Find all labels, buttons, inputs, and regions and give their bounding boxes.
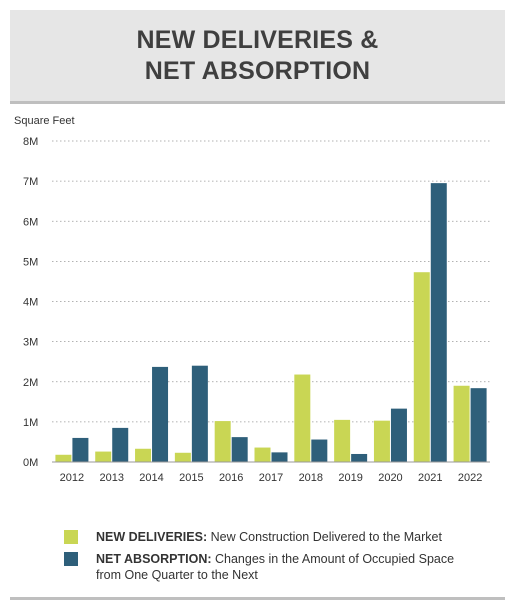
- bar-deliveries-2022: [453, 385, 470, 462]
- x-tick-label: 2014: [139, 472, 163, 484]
- bar-deliveries-2018: [294, 374, 311, 462]
- legend-item-absorption: NET ABSORPTION: Changes in the Amount of…: [64, 551, 494, 583]
- legend-swatch-deliveries: [64, 530, 78, 544]
- bar-absorption-2022: [470, 388, 487, 462]
- bar-absorption-2020: [390, 408, 407, 462]
- legend-text-absorption-2: from One Quarter to the Next: [96, 568, 258, 582]
- bar-deliveries-2015: [174, 452, 191, 462]
- bar-deliveries-2012: [55, 454, 72, 462]
- bar-deliveries-2014: [135, 448, 152, 462]
- legend-key-absorption: NET ABSORPTION:: [96, 552, 212, 566]
- bar-deliveries-2017: [254, 447, 271, 462]
- y-tick-label: 1M: [23, 417, 38, 429]
- x-tick-label: 2013: [99, 472, 123, 484]
- legend-swatch-absorption: [64, 552, 78, 566]
- bottom-divider: [10, 597, 505, 600]
- x-tick-label: 2016: [219, 472, 243, 484]
- x-tick-label: 2021: [418, 472, 442, 484]
- bar-absorption-2021: [430, 183, 447, 462]
- bar-absorption-2018: [311, 439, 328, 462]
- bar-absorption-2015: [191, 365, 208, 462]
- x-tick-label: 2012: [60, 472, 84, 484]
- chart-legend: NEW DELIVERIES: New Construction Deliver…: [64, 529, 494, 589]
- x-tick-label: 2019: [338, 472, 362, 484]
- y-tick-label: 2M: [23, 377, 38, 389]
- y-tick-label: 6M: [23, 216, 38, 228]
- bar-deliveries-2019: [334, 419, 351, 462]
- bar-deliveries-2013: [95, 451, 112, 462]
- bar-absorption-2016: [231, 437, 248, 462]
- bar-absorption-2017: [271, 452, 288, 462]
- y-axis-label: Square Feet: [14, 115, 75, 127]
- y-tick-label: 5M: [23, 256, 38, 268]
- y-tick-label: 0M: [23, 457, 38, 469]
- x-tick-label: 2022: [458, 472, 482, 484]
- y-tick-label: 8M: [23, 136, 38, 148]
- bar-deliveries-2021: [413, 272, 430, 462]
- legend-text-absorption: Changes in the Amount of Occupied Space: [215, 552, 455, 566]
- bar-deliveries-2016: [214, 421, 231, 462]
- bar-absorption-2019: [351, 453, 368, 462]
- y-tick-label: 4M: [23, 297, 38, 309]
- top-divider: [10, 101, 505, 104]
- x-tick-label: 2020: [378, 472, 402, 484]
- y-tick-label: 3M: [23, 337, 38, 349]
- x-tick-label: 2015: [179, 472, 203, 484]
- bar-absorption-2013: [112, 427, 129, 462]
- legend-key-deliveries: NEW DELIVERIES:: [96, 530, 208, 544]
- chart-title-line-2: NET ABSORPTION: [144, 56, 371, 85]
- legend-item-deliveries: NEW DELIVERIES: New Construction Deliver…: [64, 529, 494, 545]
- chart-title-line-1: NEW DELIVERIES &: [136, 25, 379, 54]
- x-tick-label: 2017: [259, 472, 283, 484]
- x-tick-label: 2018: [299, 472, 323, 484]
- chart-header: NEW DELIVERIES & NET ABSORPTION: [10, 10, 505, 101]
- bar-absorption-2014: [152, 366, 169, 462]
- bar-deliveries-2020: [373, 420, 390, 462]
- y-tick-label: 7M: [23, 176, 38, 188]
- legend-text-deliveries: New Construction Delivered to the Market: [210, 530, 442, 544]
- bar-absorption-2012: [72, 437, 89, 462]
